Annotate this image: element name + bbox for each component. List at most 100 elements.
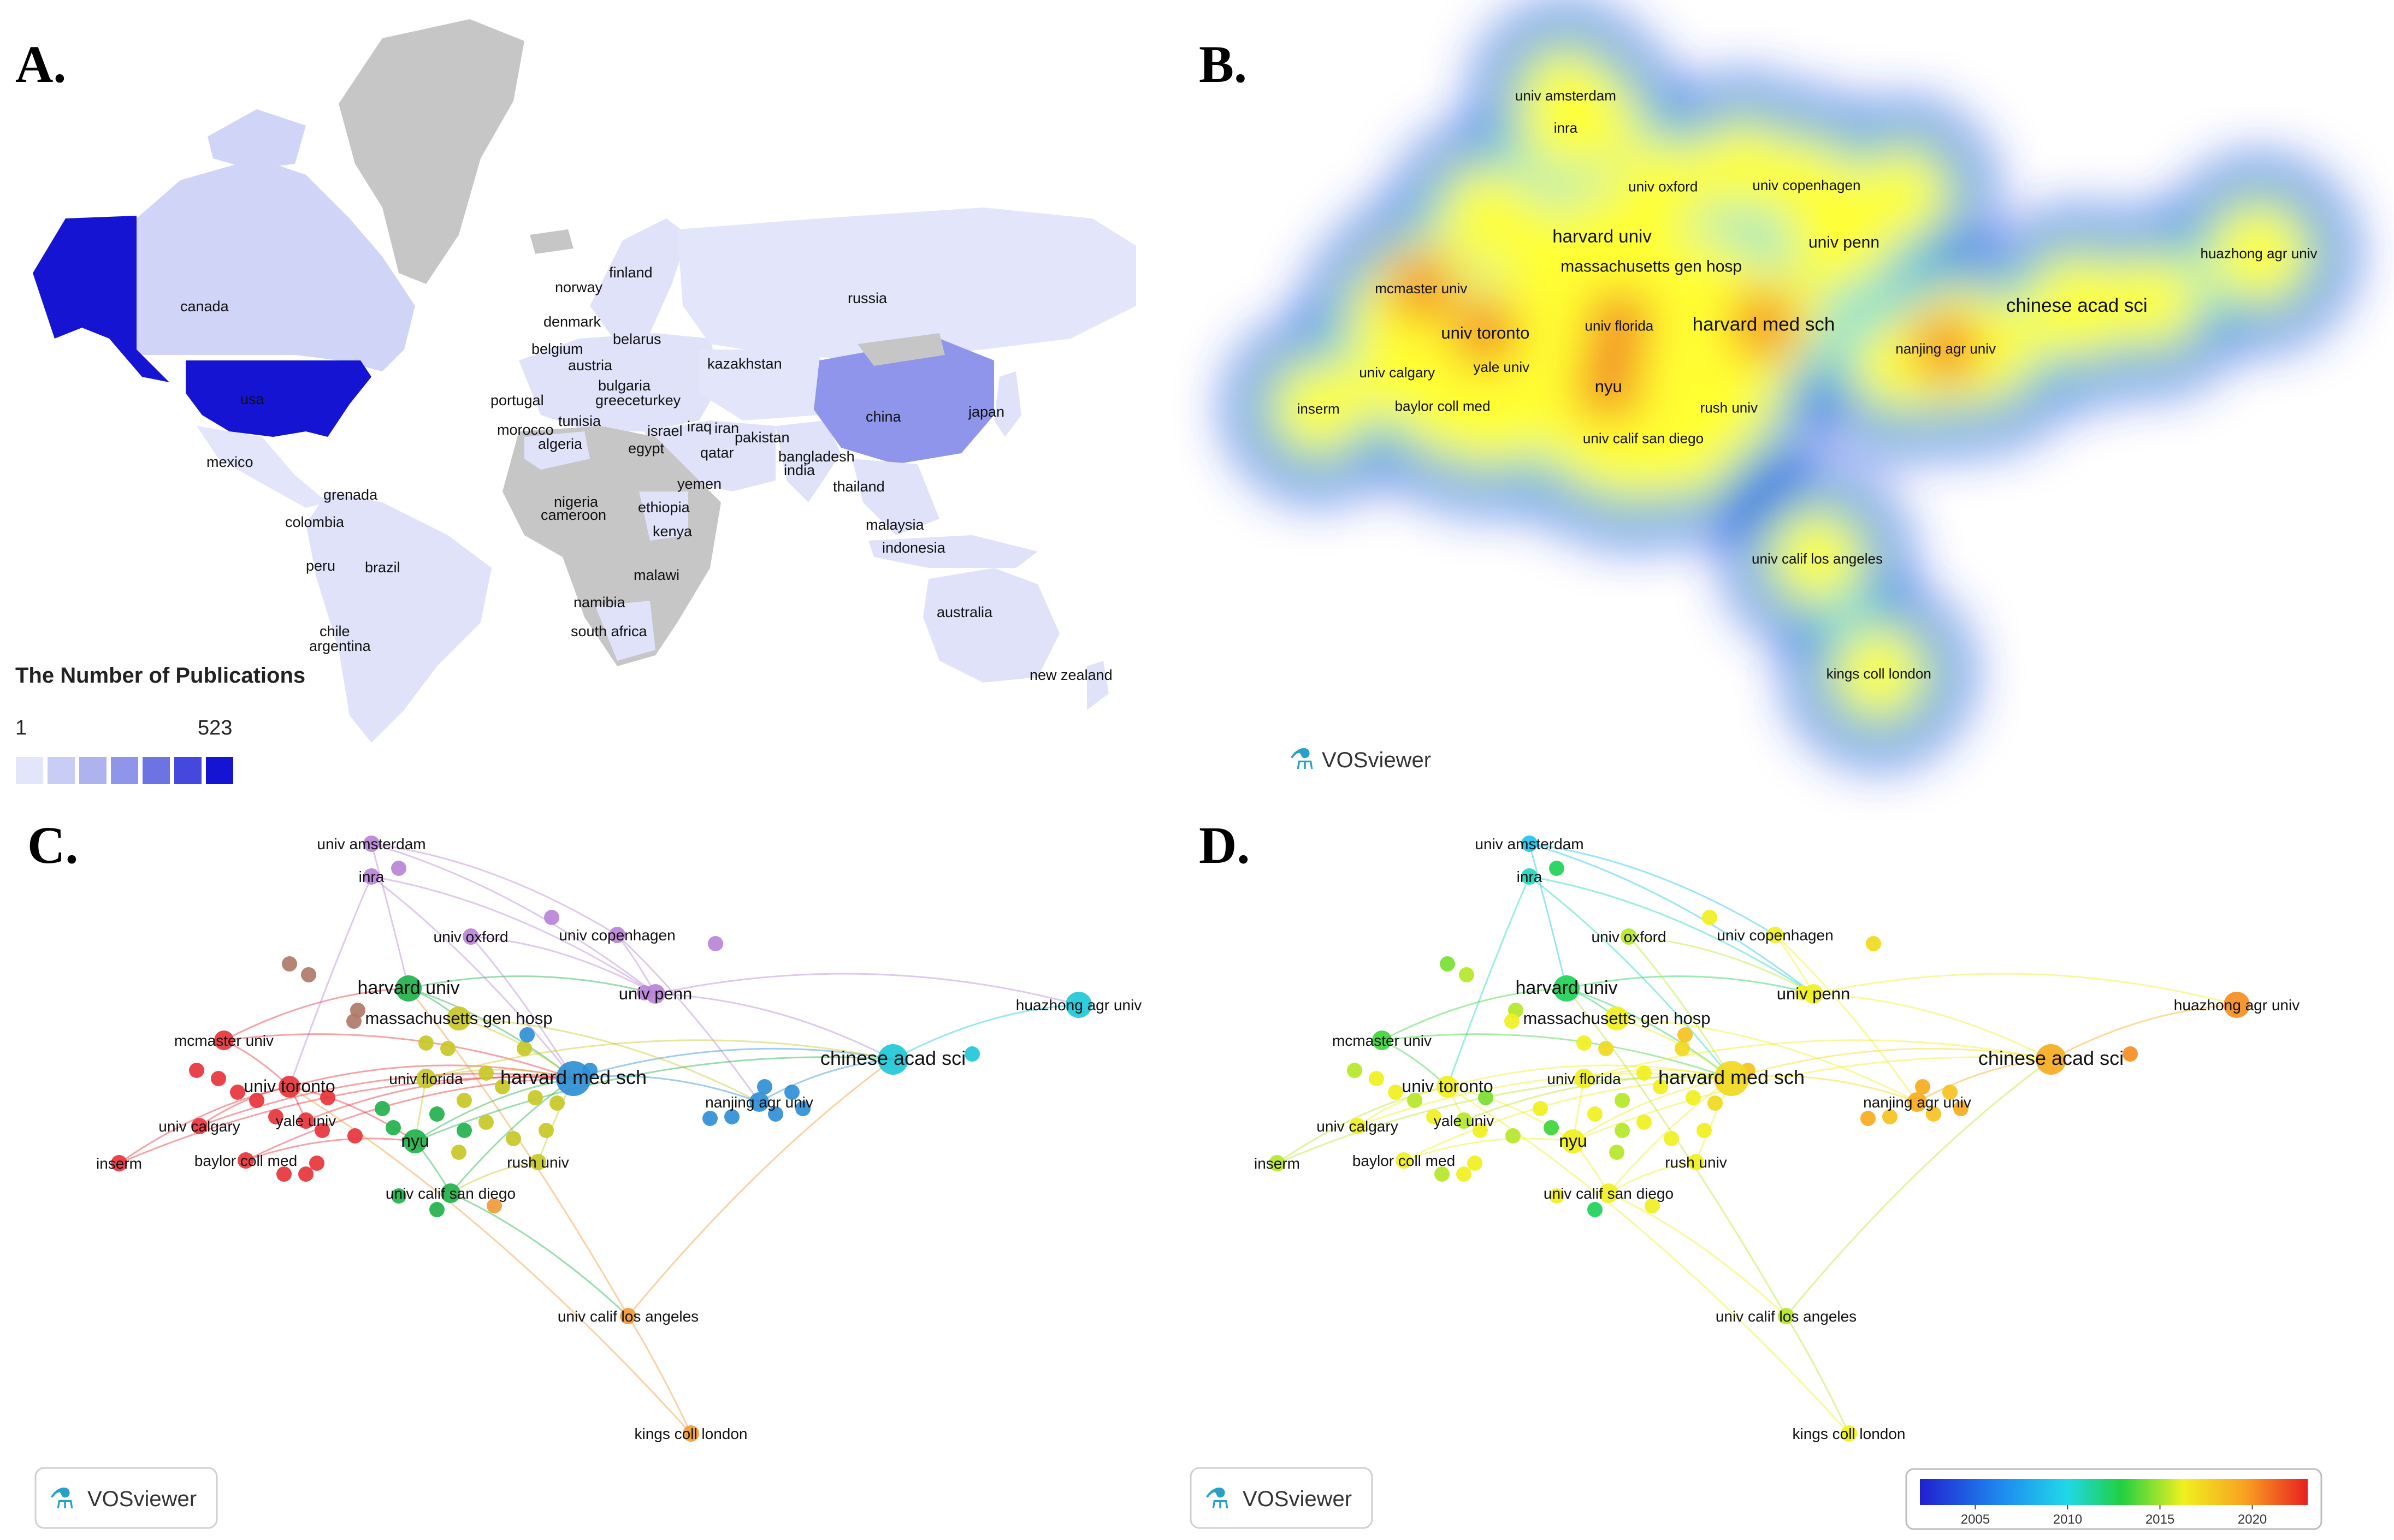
network-node[interactable]	[2123, 1046, 2138, 1062]
network-node[interactable]	[1456, 1166, 1471, 1182]
network-node[interactable]	[346, 1014, 362, 1029]
node-inra[interactable]	[363, 868, 380, 885]
network-node[interactable]	[1434, 1166, 1450, 1182]
node-kings-coll-london[interactable]	[683, 1425, 699, 1442]
network-node[interactable]	[1615, 1093, 1630, 1108]
network-node[interactable]	[1953, 1101, 1969, 1116]
network-node[interactable]	[795, 1101, 811, 1116]
network-node[interactable]	[1426, 1109, 1441, 1124]
node-univ-penn[interactable]	[1804, 984, 1823, 1004]
network-node[interactable]	[1645, 1198, 1660, 1213]
node-inserm[interactable]	[111, 1155, 127, 1171]
network-node[interactable]	[757, 1079, 772, 1094]
node-yale-univ[interactable]	[1456, 1112, 1472, 1129]
network-node[interactable]	[1440, 956, 1455, 972]
network-node[interactable]	[517, 1041, 532, 1056]
network-node[interactable]	[487, 1198, 502, 1213]
network-node[interactable]	[1478, 1090, 1493, 1105]
node-nanjing-agr-univ[interactable]	[749, 1092, 769, 1112]
network-node[interactable]	[386, 1120, 401, 1135]
node-chinese-acad-sci[interactable]	[878, 1044, 908, 1075]
network-node[interactable]	[1587, 1202, 1603, 1217]
node-univ-amsterdam[interactable]	[363, 836, 380, 852]
network-node[interactable]	[315, 1123, 330, 1138]
node-nanjing-agr-univ[interactable]	[1907, 1092, 1927, 1112]
node-univ-oxford[interactable]	[1621, 928, 1637, 945]
network-node[interactable]	[309, 1156, 324, 1171]
network-node[interactable]	[457, 1093, 472, 1108]
node-yale-univ[interactable]	[298, 1112, 314, 1129]
network-node[interactable]	[1549, 861, 1564, 876]
network-node[interactable]	[211, 1071, 226, 1086]
network-node[interactable]	[1677, 1027, 1693, 1043]
network-node[interactable]	[1860, 1111, 1876, 1126]
node-univ-oxford[interactable]	[463, 928, 479, 945]
node-univ-penn[interactable]	[646, 984, 665, 1004]
network-node[interactable]	[320, 1090, 335, 1105]
network-node[interactable]	[724, 1109, 740, 1124]
network-node[interactable]	[429, 1202, 445, 1217]
node-univ-calgary[interactable]	[191, 1118, 208, 1134]
network-node[interactable]	[301, 967, 316, 982]
node-univ-toronto[interactable]	[279, 1076, 300, 1098]
network-node[interactable]	[1459, 967, 1474, 982]
node-rush-univ[interactable]	[1688, 1154, 1704, 1170]
network-node[interactable]	[495, 1079, 510, 1094]
network-node[interactable]	[784, 1085, 800, 1100]
node-univ-calgary[interactable]	[1349, 1118, 1366, 1134]
network-node[interactable]	[249, 1093, 264, 1108]
network-node[interactable]	[1467, 1156, 1482, 1171]
network-node[interactable]	[440, 1041, 456, 1056]
network-node[interactable]	[1609, 1145, 1624, 1160]
network-node[interactable]	[230, 1085, 245, 1100]
network-node[interactable]	[708, 936, 723, 951]
network-node[interactable]	[1544, 1120, 1559, 1135]
network-node[interactable]	[1598, 1041, 1613, 1056]
network-node[interactable]	[1388, 1085, 1403, 1100]
node-inserm[interactable]	[1269, 1155, 1285, 1171]
network-node[interactable]	[528, 1090, 543, 1105]
network-node[interactable]	[965, 1046, 980, 1062]
network-node[interactable]	[1915, 1079, 1930, 1094]
network-node[interactable]	[1882, 1109, 1898, 1124]
node-harvard-med-sch[interactable]	[556, 1061, 591, 1096]
network-node[interactable]	[506, 1131, 521, 1146]
node-rush-univ[interactable]	[530, 1154, 546, 1170]
node-kings-coll-london[interactable]	[1841, 1425, 1857, 1442]
node-univ-amsterdam[interactable]	[1521, 836, 1538, 852]
node-univ-copenhagen[interactable]	[609, 927, 625, 943]
network-node[interactable]	[478, 1065, 494, 1081]
node-univ-calif-san-diego[interactable]	[1599, 1183, 1618, 1203]
network-node[interactable]	[1369, 1071, 1384, 1086]
network-node[interactable]	[1697, 1123, 1712, 1138]
network-node[interactable]	[1407, 1093, 1422, 1108]
network-node[interactable]	[347, 1128, 363, 1144]
node-inra[interactable]	[1521, 868, 1538, 885]
network-node[interactable]	[1615, 1123, 1630, 1138]
network-node[interactable]	[1473, 1123, 1488, 1138]
network-node[interactable]	[418, 1035, 434, 1051]
node-huazhong-agr-univ[interactable]	[2224, 992, 2250, 1018]
network-node[interactable]	[1549, 1188, 1564, 1204]
network-node[interactable]	[1686, 1090, 1701, 1105]
node-nyu[interactable]	[403, 1129, 427, 1153]
network-node[interactable]	[768, 1106, 783, 1122]
network-node[interactable]	[451, 1145, 466, 1160]
network-node[interactable]	[519, 1027, 535, 1043]
node-univ-calif-san-diego[interactable]	[441, 1183, 460, 1203]
network-node[interactable]	[268, 1109, 283, 1124]
node-univ-florida[interactable]	[416, 1069, 436, 1088]
network-node[interactable]	[457, 1123, 472, 1138]
network-node[interactable]	[276, 1166, 292, 1182]
network-node[interactable]	[1866, 936, 1881, 951]
network-node[interactable]	[1675, 1041, 1690, 1056]
node-mcmaster-univ[interactable]	[214, 1030, 234, 1050]
node-univ-calif-los-angeles[interactable]	[620, 1308, 636, 1324]
network-node[interactable]	[478, 1115, 494, 1130]
network-node[interactable]	[1664, 1131, 1679, 1146]
node-mcmaster-univ[interactable]	[1372, 1030, 1392, 1050]
node-univ-calif-los-angeles[interactable]	[1778, 1308, 1794, 1324]
network-node[interactable]	[1707, 1095, 1723, 1111]
node-harvard-med-sch[interactable]	[1714, 1061, 1749, 1096]
network-node[interactable]	[1926, 1106, 1941, 1122]
